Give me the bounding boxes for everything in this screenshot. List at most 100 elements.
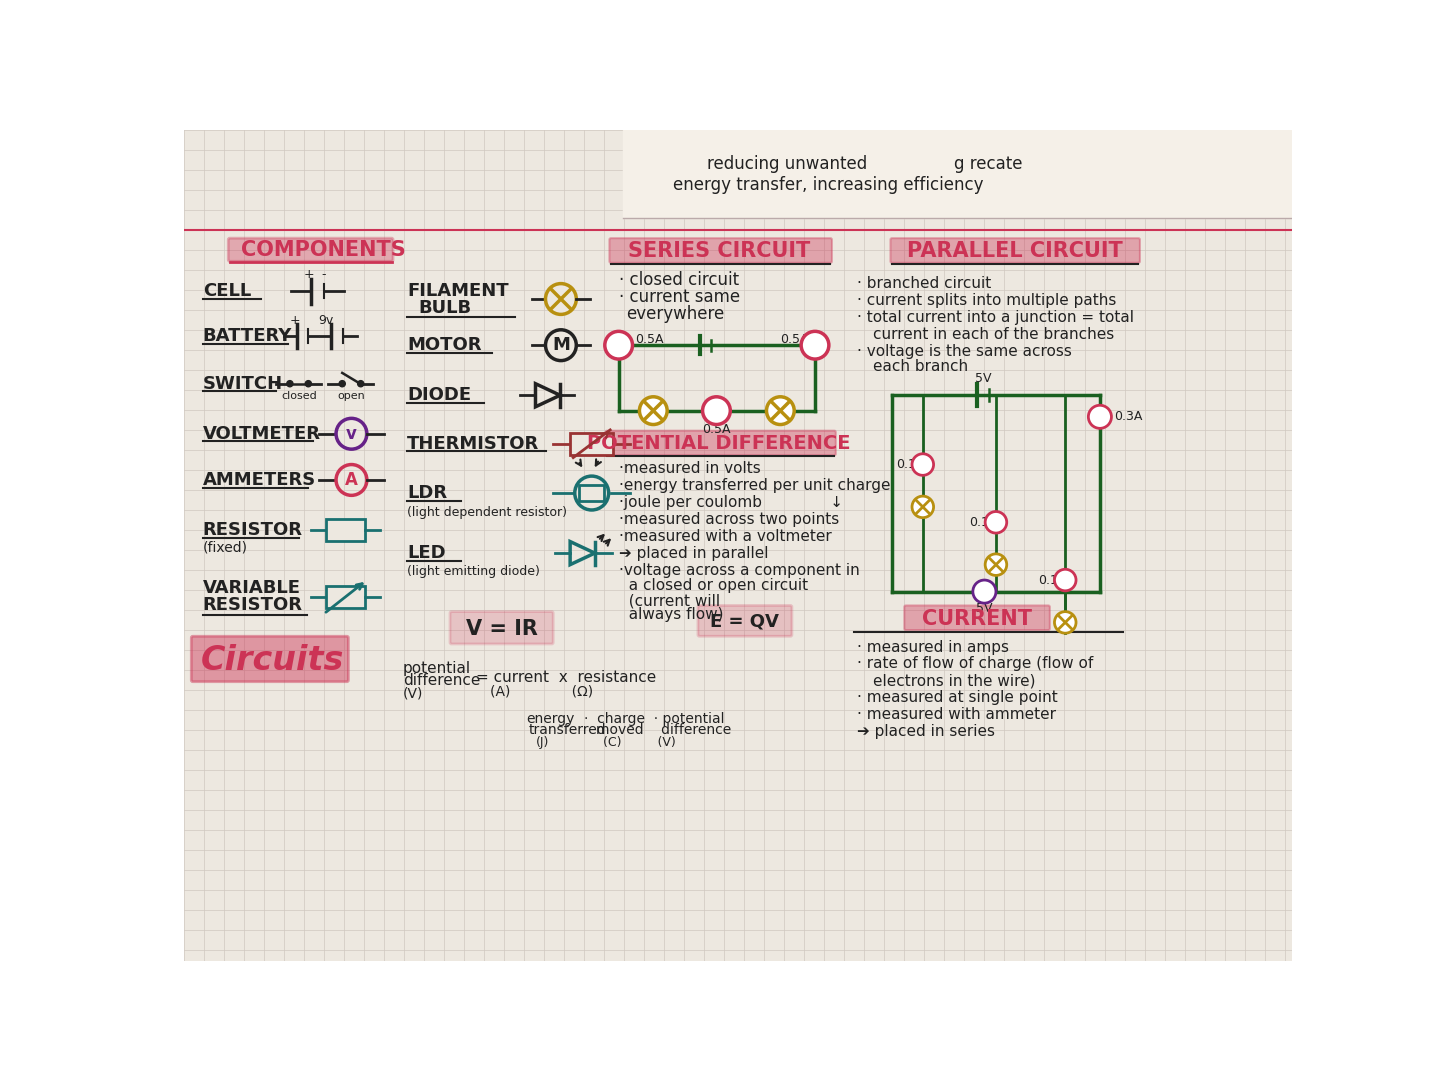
FancyBboxPatch shape — [325, 586, 364, 608]
Circle shape — [973, 580, 996, 603]
FancyBboxPatch shape — [570, 433, 613, 455]
Text: · voltage is the same across: · voltage is the same across — [857, 343, 1073, 359]
Text: DIODE: DIODE — [408, 387, 471, 404]
Circle shape — [985, 512, 1007, 534]
Text: 0.5A: 0.5A — [780, 333, 809, 346]
Circle shape — [575, 476, 609, 510]
Text: 0.5A: 0.5A — [703, 422, 732, 435]
Text: -: - — [321, 268, 325, 281]
Text: V: V — [979, 585, 989, 598]
Circle shape — [766, 396, 795, 424]
Text: AMMETERS: AMMETERS — [203, 471, 317, 489]
Text: A: A — [710, 403, 723, 418]
Text: 0.1A: 0.1A — [969, 516, 998, 529]
Text: BATTERY: BATTERY — [203, 327, 292, 345]
Text: 0.1A: 0.1A — [896, 458, 924, 471]
FancyBboxPatch shape — [192, 636, 348, 681]
Circle shape — [639, 396, 667, 424]
Circle shape — [546, 329, 576, 361]
Circle shape — [1054, 569, 1076, 591]
Text: ·measured with a voltmeter: ·measured with a voltmeter — [619, 529, 831, 543]
Text: transferred: transferred — [528, 724, 606, 738]
Text: A: A — [1060, 573, 1070, 586]
Text: v: v — [346, 424, 357, 443]
Text: 9v: 9v — [318, 314, 334, 327]
Circle shape — [340, 380, 346, 387]
Text: V = IR: V = IR — [465, 619, 537, 638]
Text: electrons in the wire): electrons in the wire) — [873, 674, 1035, 688]
Text: · measured with ammeter: · measured with ammeter — [857, 707, 1057, 723]
Text: RESISTOR: RESISTOR — [203, 521, 302, 539]
FancyBboxPatch shape — [606, 431, 835, 456]
Text: A: A — [1094, 410, 1104, 423]
Text: · rate of flow of charge (flow of: · rate of flow of charge (flow of — [857, 657, 1093, 672]
Text: THERMISTOR: THERMISTOR — [408, 435, 539, 453]
Circle shape — [703, 396, 730, 424]
Text: ➔ placed in parallel: ➔ placed in parallel — [619, 545, 768, 561]
Text: difference: difference — [403, 674, 481, 688]
Text: moved    difference: moved difference — [596, 724, 730, 738]
Text: Circuits: Circuits — [200, 645, 344, 677]
Text: each branch: each branch — [873, 360, 968, 375]
Text: 0.5A: 0.5A — [635, 333, 664, 346]
Text: (A)              (Ω): (A) (Ω) — [490, 685, 593, 699]
Text: LDR: LDR — [408, 484, 446, 502]
Text: open: open — [337, 391, 366, 401]
Text: ➔ placed in series: ➔ placed in series — [857, 725, 995, 739]
Text: SWITCH: SWITCH — [203, 375, 284, 393]
Text: 5V: 5V — [976, 602, 992, 615]
Text: A: A — [809, 338, 821, 353]
Text: g recate: g recate — [953, 156, 1022, 173]
Circle shape — [985, 554, 1007, 576]
Text: +: + — [304, 268, 314, 281]
FancyBboxPatch shape — [904, 606, 1050, 630]
Text: 0.3A: 0.3A — [1113, 410, 1142, 423]
Text: ·joule per coulomb              ↓: ·joule per coulomb ↓ — [619, 495, 842, 510]
Text: current in each of the branches: current in each of the branches — [873, 327, 1115, 342]
FancyBboxPatch shape — [325, 519, 364, 541]
Circle shape — [546, 284, 576, 314]
Text: (J): (J) — [536, 737, 550, 750]
Text: ·measured in volts: ·measured in volts — [619, 461, 760, 476]
Text: COMPONENTS: COMPONENTS — [242, 241, 406, 260]
Text: (light dependent resistor): (light dependent resistor) — [408, 505, 567, 518]
Text: energy: energy — [526, 712, 575, 726]
Circle shape — [605, 332, 632, 359]
Text: E = QV: E = QV — [710, 612, 779, 631]
Text: everywhere: everywhere — [626, 306, 724, 323]
Text: +: + — [289, 314, 301, 327]
Circle shape — [357, 380, 364, 387]
Text: POTENTIAL DIFFERENCE: POTENTIAL DIFFERENCE — [588, 434, 851, 454]
Text: (V): (V) — [403, 686, 423, 700]
FancyBboxPatch shape — [609, 239, 832, 262]
Text: A: A — [613, 338, 625, 353]
Text: VOLTMETER: VOLTMETER — [203, 424, 321, 443]
FancyBboxPatch shape — [579, 485, 603, 501]
Text: · total current into a junction = total: · total current into a junction = total — [857, 310, 1135, 325]
Text: A: A — [991, 516, 1001, 529]
Text: = current  x  resistance: = current x resistance — [477, 671, 657, 686]
Text: CELL: CELL — [203, 282, 251, 300]
Text: · closed circuit: · closed circuit — [619, 271, 739, 288]
Text: potential: potential — [403, 661, 471, 676]
Text: A: A — [917, 458, 927, 471]
Text: LED: LED — [408, 544, 445, 562]
Text: CURRENT: CURRENT — [922, 608, 1031, 629]
Text: M: M — [552, 336, 570, 354]
Circle shape — [801, 332, 829, 359]
Circle shape — [1054, 611, 1076, 633]
Text: · measured in amps: · measured in amps — [857, 639, 1009, 654]
Text: 5V: 5V — [975, 372, 991, 384]
Circle shape — [305, 380, 311, 387]
Text: a closed or open circuit: a closed or open circuit — [619, 578, 808, 593]
Text: A: A — [346, 471, 359, 489]
Text: 0.1A: 0.1A — [1038, 573, 1067, 586]
Text: MOTOR: MOTOR — [408, 336, 481, 354]
Text: ·energy transferred per unit charge: ·energy transferred per unit charge — [619, 477, 890, 492]
Circle shape — [287, 380, 292, 387]
FancyBboxPatch shape — [229, 239, 393, 261]
Text: ·  charge  · potential: · charge · potential — [585, 712, 724, 726]
FancyBboxPatch shape — [698, 606, 792, 636]
Text: SERIES CIRCUIT: SERIES CIRCUIT — [628, 241, 809, 261]
Text: BULB: BULB — [419, 299, 471, 318]
